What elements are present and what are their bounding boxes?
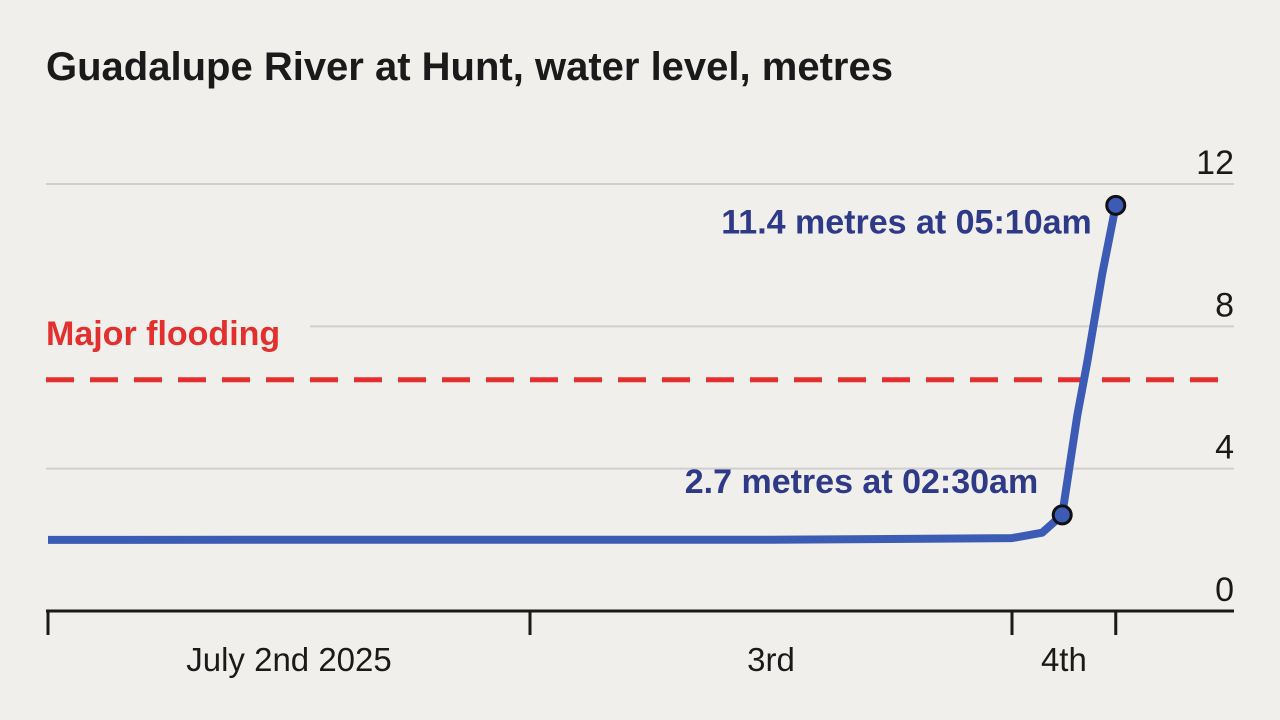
y-tick-label: 0 [1215, 571, 1234, 609]
y-tick-label: 4 [1215, 429, 1234, 467]
annotation-marker [1105, 194, 1127, 216]
chart-title: Guadalupe River at Hunt, water level, me… [46, 45, 893, 89]
x-axis: July 2nd 2025 3rd 4th [46, 609, 1234, 678]
annotation-marker [1051, 504, 1073, 526]
series-water-level [47, 204, 1120, 544]
threshold-label: Major flooding [46, 315, 280, 353]
annotation-label: 2.7 metres at 02:30am [685, 463, 1038, 501]
y-axis-ticks: 0 4 8 12 [1196, 144, 1234, 609]
grid-lines [46, 183, 1234, 470]
x-tick-label: July 2nd 2025 [186, 641, 392, 678]
major-flooding-threshold: Major flooding [46, 315, 1234, 383]
annotation-label: 11.4 metres at 05:10am [721, 203, 1091, 241]
x-tick-label: 4th [1041, 641, 1087, 678]
series-line [47, 204, 1120, 544]
annotations: 11.4 metres at 05:10am 2.7 metres at 02:3… [685, 194, 1127, 526]
y-tick-label: 8 [1215, 286, 1234, 324]
y-tick-label: 12 [1196, 144, 1234, 182]
x-tick-label: 3rd [747, 641, 795, 678]
